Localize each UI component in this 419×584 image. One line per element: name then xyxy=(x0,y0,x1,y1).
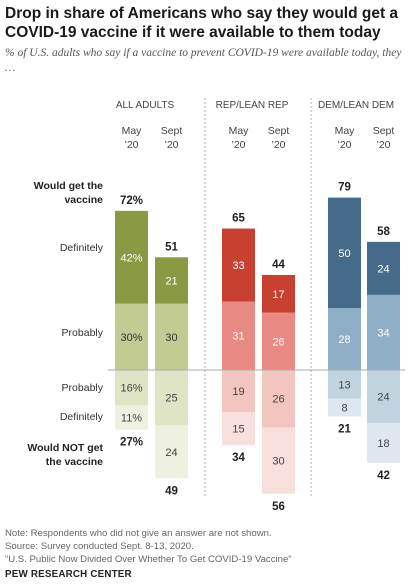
probably-yes-label: 30% xyxy=(120,332,142,344)
row-label-would-get: Would get the xyxy=(34,180,103,192)
would-not-total-label: 27% xyxy=(120,437,143,449)
row-label-would-not: the vaccine xyxy=(46,456,103,468)
probably-yes-label: 30 xyxy=(165,332,177,344)
probably-not-label: 19 xyxy=(232,386,244,398)
definitely-yes-bar xyxy=(262,274,295,313)
definitely-not-bar xyxy=(222,411,255,446)
would-get-total-label: 51 xyxy=(165,241,178,253)
probably-yes-label: 28 xyxy=(338,334,350,346)
definitely-not-label: 11% xyxy=(121,413,142,425)
definitely-not-bar xyxy=(115,405,148,430)
probably-not-bar xyxy=(222,370,255,412)
probably-yes-label: 26 xyxy=(272,336,284,348)
period-label: Sept xyxy=(373,125,395,137)
definitely-yes-bar xyxy=(155,257,188,304)
definitely-yes-label: 42% xyxy=(120,252,142,264)
period-label: ’20 xyxy=(231,139,245,151)
probably-yes-bar xyxy=(367,294,400,370)
period-label: Sept xyxy=(161,125,183,137)
would-not-total-label: 49 xyxy=(165,485,178,497)
period-label: May xyxy=(122,125,143,137)
probably-yes-bar xyxy=(222,301,255,370)
probably-not-label: 24 xyxy=(377,392,389,404)
row-label-would-get: vaccine xyxy=(64,194,103,206)
would-get-total-label: 44 xyxy=(272,259,285,271)
would-not-total-label: 42 xyxy=(377,470,390,482)
period-label: ’20 xyxy=(271,139,285,151)
probably-not-bar xyxy=(367,370,400,424)
probably-not-bar xyxy=(155,370,188,426)
chart-title: Drop in share of Americans who say they … xyxy=(5,5,399,41)
row-label-would-not: Would NOT get xyxy=(27,442,103,454)
would-not-total-label: 56 xyxy=(272,501,285,513)
probably-not-label: 16% xyxy=(120,383,142,395)
definitely-not-label: 18 xyxy=(377,438,389,450)
period-label: May xyxy=(229,125,250,137)
definitely-yes-bar xyxy=(115,210,148,304)
would-not-total-label: 21 xyxy=(338,423,351,435)
definitely-not-label: 30 xyxy=(272,456,284,468)
probably-not-bar xyxy=(115,370,148,406)
probably-not-bar xyxy=(328,370,361,399)
group-header-2: REP/LEAN REP xyxy=(216,100,289,111)
period-label: Sept xyxy=(268,125,290,137)
definitely-not-bar xyxy=(367,423,400,463)
period-label: ’20 xyxy=(376,139,390,151)
definitely-yes-bar xyxy=(367,241,400,295)
definitely-not-label: 24 xyxy=(165,447,177,459)
definitely-yes-bar xyxy=(328,197,361,309)
pew-logo-text: PEW RESEARCH CENTER xyxy=(5,569,132,580)
probably-yes-bar xyxy=(262,312,295,370)
group-header-3: DEM/LEAN DEM xyxy=(318,100,394,111)
definitely-not-bar xyxy=(262,427,295,494)
probably-not-label: 26 xyxy=(272,394,284,406)
would-get-total-label: 65 xyxy=(232,213,245,225)
period-label: ’20 xyxy=(337,139,351,151)
definitely-yes-label: 33 xyxy=(232,260,244,272)
source-text: Source: Survey conducted Sept. 8-13, 202… xyxy=(5,541,194,552)
probably-not-label: 13 xyxy=(338,379,350,391)
period-label: ’20 xyxy=(164,139,178,151)
report-title-text: “U.S. Public Now Divided Over Whether To… xyxy=(5,554,292,565)
definitely-not-bar xyxy=(328,398,361,417)
chart-subtitle: % of U.S. adults who say if a vaccine to… xyxy=(5,47,402,74)
probably-not-bar xyxy=(262,370,295,428)
definitely-yes-label: 50 xyxy=(338,248,350,260)
probably-yes-bar xyxy=(115,303,148,370)
definitely-yes-label: 24 xyxy=(377,263,389,275)
row-label-probably-no: Probably xyxy=(62,382,104,394)
would-get-total-label: 58 xyxy=(377,226,390,238)
definitely-yes-label: 21 xyxy=(165,275,177,287)
group-header-1: ALL ADULTS xyxy=(116,100,175,111)
row-label-definitely-yes: Definitely xyxy=(60,242,104,254)
would-not-total-label: 34 xyxy=(232,452,245,464)
probably-yes-label: 31 xyxy=(232,331,244,343)
definitely-not-bar xyxy=(155,425,188,479)
row-label-definitely-no: Definitely xyxy=(60,411,104,423)
period-label: ’20 xyxy=(124,139,138,151)
probably-yes-label: 34 xyxy=(377,327,389,339)
row-label-probably-yes: Probably xyxy=(62,327,104,339)
probably-yes-bar xyxy=(328,308,361,370)
would-get-total-label: 79 xyxy=(338,182,351,194)
probably-yes-bar xyxy=(155,303,188,370)
definitely-not-label: 8 xyxy=(341,403,347,415)
probably-not-label: 25 xyxy=(165,393,177,405)
definitely-yes-label: 17 xyxy=(272,289,284,301)
would-get-total-label: 72% xyxy=(120,195,143,207)
definitely-yes-bar xyxy=(222,228,255,302)
note-text: Note: Respondents who did not give an an… xyxy=(5,528,272,539)
period-label: May xyxy=(335,125,356,137)
definitely-not-label: 15 xyxy=(232,424,244,436)
